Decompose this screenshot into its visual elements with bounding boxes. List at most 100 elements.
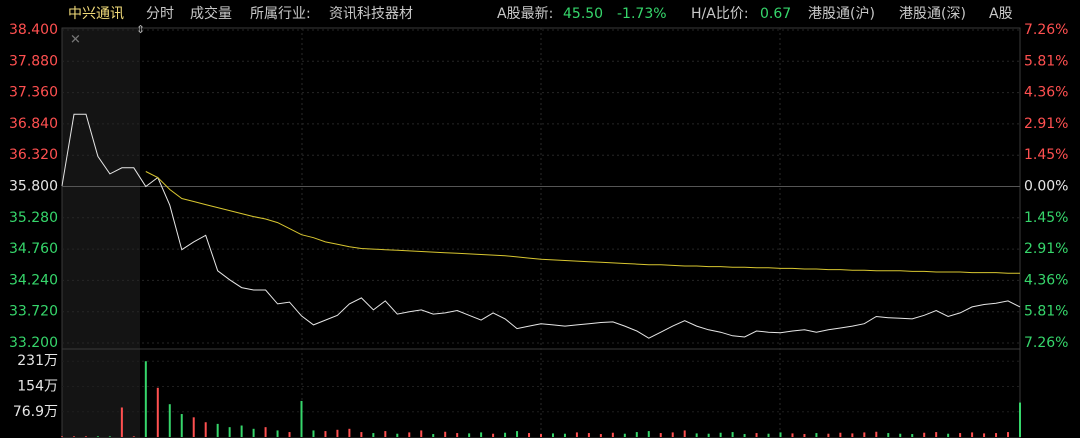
y2-tick-label: 4.36%	[1024, 272, 1068, 288]
volume-bar	[396, 433, 399, 437]
volume-bar	[971, 432, 974, 437]
volume-bar	[240, 425, 243, 437]
volume-bar	[144, 361, 147, 437]
y-tick-label: 34.760	[9, 241, 58, 257]
volume-bar	[468, 433, 471, 437]
stock-name[interactable]: 中兴通讯	[68, 6, 124, 22]
y-tick-label: 76.9万	[13, 404, 58, 420]
volume-bar	[587, 433, 590, 437]
volume-bar	[791, 433, 794, 437]
volume-bar	[432, 434, 435, 437]
y2-tick-label: 5.81%	[1024, 53, 1068, 69]
volume-bar	[659, 433, 662, 437]
link[interactable]: 港股通(深)	[899, 6, 966, 22]
volume-bar	[192, 417, 195, 437]
volume-bar	[408, 432, 411, 437]
volume-bar	[336, 429, 339, 437]
volume-bar	[683, 430, 686, 437]
a-price: 45.50	[563, 6, 603, 22]
y-tick-label: 154万	[17, 378, 58, 394]
industry[interactable]: 资讯科技器材	[329, 6, 413, 22]
volume-bar	[887, 433, 890, 437]
volume-bar	[635, 432, 638, 437]
y2-tick-label: 0.00%	[1024, 179, 1068, 195]
volume-bar	[743, 434, 746, 437]
volume-bar	[1007, 432, 1010, 437]
y-tick-label: 36.320	[9, 147, 58, 163]
volume-bar	[755, 433, 758, 437]
a-change: -1.73%	[617, 6, 667, 22]
y-tick-label: 34.240	[9, 272, 58, 288]
volume-bar	[947, 433, 950, 437]
volume-bar	[767, 433, 770, 437]
y2-tick-label: 7.26%	[1024, 335, 1068, 351]
volume-bar	[647, 431, 650, 437]
volume-bar	[575, 432, 578, 437]
volume-bar	[995, 433, 998, 437]
volume-bar	[444, 431, 447, 437]
y-tick-label: 35.800	[9, 179, 58, 195]
y2-tick-label: 7.26%	[1024, 22, 1068, 38]
link[interactable]: 港股通(沪)	[808, 6, 875, 22]
volume-bar	[551, 433, 554, 437]
y2-tick-label: 1.45%	[1024, 210, 1068, 226]
volume-bar	[671, 432, 674, 437]
industry-label: 所属行业:	[250, 6, 311, 22]
volume-bar	[492, 433, 495, 437]
volume-bar	[228, 427, 231, 437]
volume-bar	[180, 414, 183, 437]
y-tick-label: 33.200	[9, 335, 58, 351]
volume-bar	[288, 432, 291, 437]
volume-bar	[168, 404, 171, 437]
volume-bar	[707, 433, 710, 437]
close-icon[interactable]: ✕	[70, 33, 81, 48]
volume-bar	[276, 430, 279, 437]
volume-bar	[324, 431, 327, 437]
volume-bar	[528, 433, 531, 437]
y-tick-label: 37.880	[9, 53, 58, 69]
volume-bar	[875, 431, 878, 437]
volume-bar	[803, 434, 806, 437]
volume-bar	[563, 433, 566, 437]
volume-bar	[1019, 402, 1021, 437]
tab[interactable]: 分时	[146, 6, 174, 22]
volume-bar	[264, 427, 267, 437]
link[interactable]: A股	[989, 6, 1013, 22]
y2-tick-label: 1.45%	[1024, 147, 1068, 163]
volume-bar	[923, 432, 926, 437]
volume-bar	[456, 433, 459, 437]
volume-bar	[372, 433, 375, 437]
header: 中兴通讯 分时 成交量 所属行业: 资讯科技器材 A股最新: 45.50 -1.…	[68, 5, 1013, 22]
y2-tick-label: 4.36%	[1024, 85, 1068, 101]
volume-bar	[61, 436, 63, 437]
volume-bar	[84, 436, 87, 437]
volume-bar	[863, 432, 866, 437]
tab[interactable]: 成交量	[190, 5, 232, 22]
price-line	[145, 171, 1020, 274]
volume-bar	[504, 432, 507, 437]
y-tick-label: 36.840	[9, 116, 58, 132]
ha-label: H/A比价:	[691, 6, 749, 22]
volume-bar	[132, 436, 135, 437]
volume-bar	[384, 431, 387, 437]
volume-bar	[300, 400, 303, 437]
volume-bar	[96, 436, 99, 437]
volume-bar	[983, 433, 986, 437]
volume-bar	[779, 432, 782, 437]
drag-icon[interactable]: ⇕	[136, 23, 145, 36]
volume-bar	[252, 428, 255, 437]
volume-bar	[911, 434, 914, 437]
volume-bar	[480, 432, 483, 437]
volume-bar	[695, 433, 698, 437]
y-tick-label: 35.280	[9, 210, 58, 226]
y-tick-label: 38.400	[9, 22, 58, 38]
volume-bar	[420, 430, 423, 437]
volume-bar	[623, 433, 626, 437]
pre-market-area	[62, 28, 140, 438]
volume-bar	[216, 423, 219, 437]
volume-bar	[516, 431, 519, 437]
volume-bar	[540, 434, 542, 437]
